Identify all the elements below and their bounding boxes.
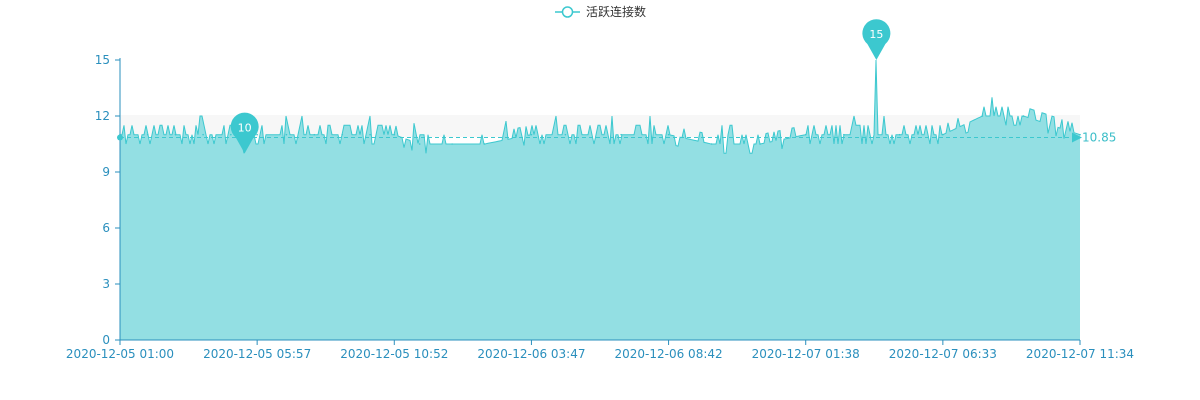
data-point	[898, 133, 901, 136]
data-point	[620, 133, 622, 136]
min-pin-icon	[230, 112, 259, 154]
average-arrow-icon	[1072, 132, 1082, 143]
x-tick-label: 2020-12-06 08:42	[615, 347, 723, 361]
x-tick-label: 2020-12-05 10:52	[340, 347, 448, 361]
y-tick-label: 0	[102, 333, 110, 347]
y-tick-label: 9	[102, 165, 110, 179]
data-point	[256, 133, 258, 136]
data-point	[418, 143, 421, 145]
x-tick-label: 2020-12-05 05:57	[203, 347, 311, 361]
data-point	[843, 133, 845, 136]
data-point	[942, 133, 944, 136]
data-point	[146, 133, 149, 136]
legend-label: 活跃连接数	[586, 4, 646, 19]
legend-marker-icon	[561, 6, 574, 18]
data-point	[230, 133, 232, 136]
data-point	[710, 143, 713, 145]
data-point	[667, 133, 670, 136]
data-point	[804, 133, 807, 136]
x-tick-label: 2020-12-07 06:33	[889, 347, 997, 361]
data-point	[530, 133, 533, 136]
y-tick-label: 3	[102, 277, 110, 291]
data-point	[285, 133, 288, 136]
data-point	[483, 143, 486, 145]
y-tick-label: 6	[102, 221, 110, 235]
average-start-dot	[117, 134, 123, 141]
markers: 10.85 15 10	[117, 19, 1116, 154]
data-point	[981, 115, 984, 117]
x-tick-label: 2020-12-06 03:47	[477, 347, 585, 361]
data-point	[759, 143, 761, 145]
x-tick-label: 2020-12-07 01:38	[752, 347, 860, 361]
average-label: 10.85	[1082, 130, 1116, 144]
data-point	[202, 133, 204, 136]
data-point	[451, 143, 453, 145]
y-tick-label: 15	[95, 53, 110, 67]
series-area	[119, 59, 1081, 340]
series-line	[120, 59, 1081, 154]
series-area-fill	[120, 60, 1080, 340]
max-pin-label: 15	[869, 28, 883, 41]
max-pin-icon	[862, 19, 891, 60]
data-point	[393, 133, 396, 136]
data-point	[564, 133, 567, 136]
min-pin-label: 10	[238, 121, 252, 134]
y-tick-label: 12	[95, 109, 110, 123]
x-tick-label: 2020-12-05 01:00	[66, 347, 174, 361]
axes: 0 3 6 9 12 15 2020-12-05 01:00 2020-12-05 05:57…	[66, 53, 1134, 361]
data-point	[369, 133, 371, 136]
data-point	[174, 133, 177, 136]
x-tick-label: 2020-12-07 11:34	[1026, 347, 1134, 361]
legend[interactable]: 活跃连接数	[555, 4, 646, 19]
data-point	[1079, 133, 1081, 136]
data-point	[1022, 115, 1025, 117]
data-point	[313, 133, 316, 136]
data-point	[341, 133, 344, 136]
